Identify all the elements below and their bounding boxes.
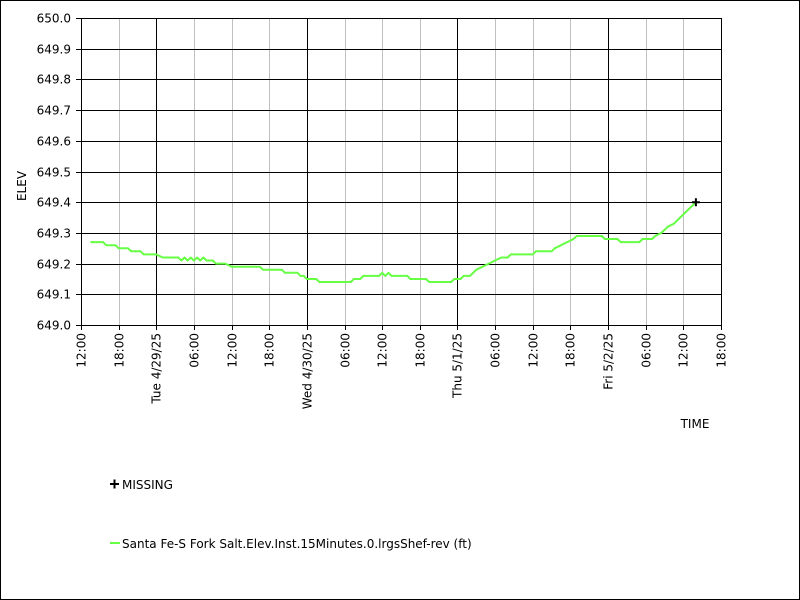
y-tick-label: 649.1 (37, 288, 71, 302)
x-tick-label: 18:00 (715, 333, 729, 368)
y-tick-label: 649.5 (37, 166, 71, 180)
x-axis-ticks: 12:00 18:00 Tue 4/29/25 06:00 12:00 18:00 Wed … (75, 325, 729, 409)
y-tick-label: 650.0 (37, 12, 71, 26)
y-tick-label: 649.3 (37, 227, 71, 241)
x-tick-label: 06:00 (188, 333, 202, 368)
series-layer (90, 201, 697, 283)
x-tick-label: 06:00 (339, 333, 353, 368)
y-tick-label: 649.8 (37, 73, 71, 87)
x-tick-label: 18:00 (414, 333, 428, 368)
x-tick-label: Wed 4/30/25 (301, 333, 315, 409)
major-gridlines (81, 18, 721, 326)
legend-entry-series: Santa Fe-S Fork Salt.Elev.Inst.15Minutes… (110, 537, 472, 551)
legend-entry-missing: MISSING (110, 478, 173, 492)
x-tick-label: Thu 5/1/25 (451, 333, 465, 399)
y-tick-label: 649.4 (37, 196, 71, 210)
x-tick-label: 18:00 (564, 333, 578, 368)
x-tick-label: 06:00 (640, 333, 654, 368)
x-tick-label: 12:00 (527, 333, 541, 368)
missing-plus-icon (110, 479, 119, 489)
x-tick-label: 18:00 (113, 333, 127, 368)
y-tick-label: 649.0 (37, 319, 71, 333)
minor-gridlines (81, 18, 722, 325)
y-tick-label: 649.7 (37, 104, 71, 118)
x-tick-label: 06:00 (489, 333, 503, 368)
series-line-0 (90, 201, 697, 283)
legend-series-label: Santa Fe-S Fork Salt.Elev.Inst.15Minutes… (122, 537, 472, 551)
x-tick-label: 12:00 (75, 333, 89, 368)
x-tick-label: 12:00 (226, 333, 240, 368)
x-tick-label: 12:00 (677, 333, 691, 368)
x-tick-label: 12:00 (376, 333, 390, 368)
x-tick-label: 18:00 (263, 333, 277, 368)
legend-missing-label: MISSING (122, 478, 173, 492)
y-axis-ticks: 649.0 649.1 649.2 649.3 649.4 649.5 649.6 649.7… (37, 12, 81, 333)
x-tick-label: Tue 4/29/25 (150, 333, 164, 405)
missing-points (691, 198, 700, 207)
x-axis-label: TIME (680, 417, 710, 431)
y-tick-label: 649.6 (37, 135, 71, 149)
y-tick-label: 649.9 (37, 43, 71, 57)
missing-point-marker (691, 198, 700, 207)
plot-border (81, 18, 722, 326)
y-tick-label: 649.2 (37, 258, 71, 272)
y-axis-label: ELEV (15, 170, 29, 201)
x-tick-label: Fri 5/2/25 (602, 333, 616, 390)
